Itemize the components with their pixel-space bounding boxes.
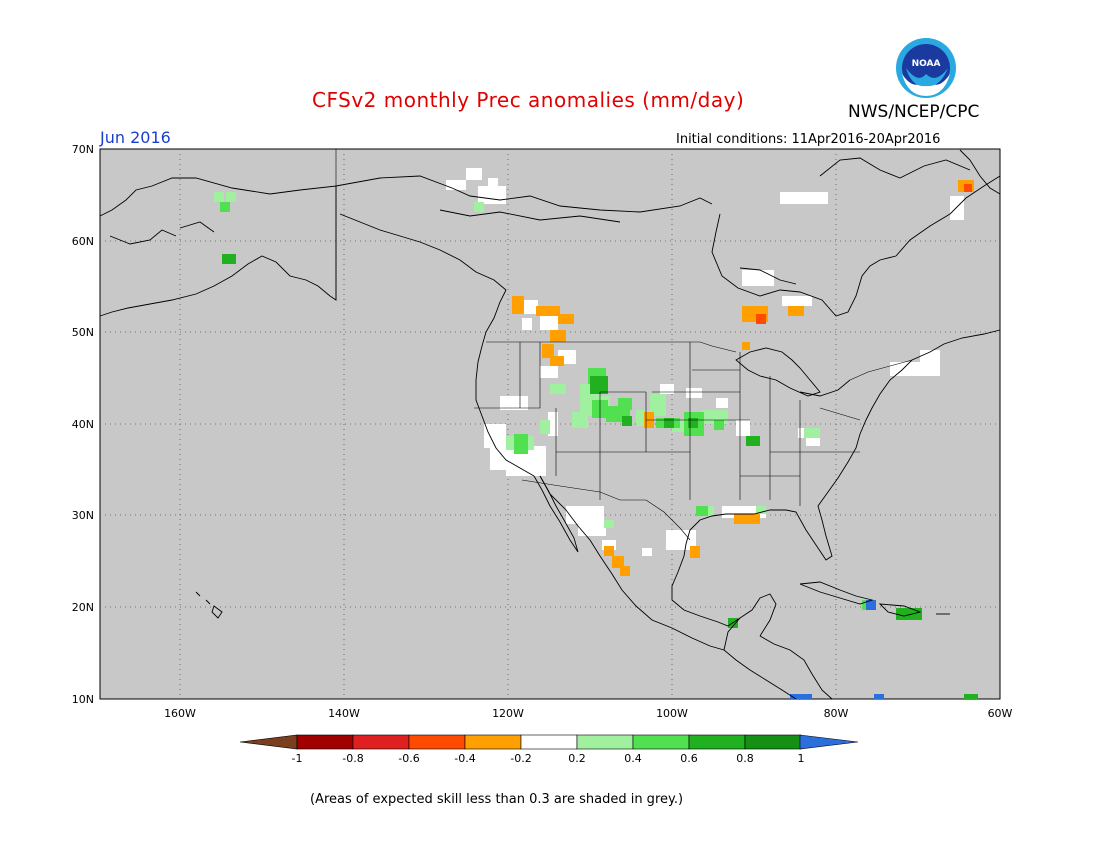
political-borders xyxy=(335,149,913,541)
map-title: CFSv2 monthly Prec anomalies (mm/day) xyxy=(312,88,745,112)
colorbar-tick-label: 1 xyxy=(798,752,805,765)
colorbar-low-extend xyxy=(239,734,298,750)
initial-conditions: Initial conditions: 11Apr2016-20Apr2016 xyxy=(676,132,941,147)
colorbar-bin xyxy=(576,734,634,750)
valid-month: Jun 2016 xyxy=(100,128,171,147)
colorbar-bins xyxy=(296,734,802,750)
colorbar-tick-label: 0.8 xyxy=(736,752,754,765)
lon-label: 120W xyxy=(492,707,524,720)
colorbar-high-extend xyxy=(799,734,859,750)
colorbar-bin xyxy=(464,734,522,750)
colorbar-bin xyxy=(352,734,410,750)
longitude-labels: 160W 140W 120W 100W 80W 60W xyxy=(164,707,1012,720)
lat-label: 30N xyxy=(72,509,94,522)
lat-label: 50N xyxy=(72,326,94,339)
skill-footnote: (Areas of expected skill less than 0.3 a… xyxy=(310,792,684,807)
colorbar-bin xyxy=(408,734,466,750)
anomaly-cells xyxy=(214,168,978,699)
colorbar-tick-label: -1 xyxy=(292,752,303,765)
colorbar-bin xyxy=(744,734,802,750)
lon-label: 160W xyxy=(164,707,196,720)
colorbar-tick-label: -0.8 xyxy=(342,752,363,765)
agency-label: NWS/NCEP/CPC xyxy=(848,102,980,122)
lat-label: 20N xyxy=(72,601,94,614)
logo-text: NOAA xyxy=(912,59,941,69)
colorbar-bin xyxy=(688,734,746,750)
colorbar-bin xyxy=(296,734,354,750)
lat-label: 70N xyxy=(72,143,94,156)
colorbar: -1 -0.8 -0.6 -0.4 -0.2 0.2 0.4 0.6 0.8 1 xyxy=(239,734,859,765)
lon-label: 60W xyxy=(988,707,1013,720)
lat-label: 40N xyxy=(72,418,94,431)
lon-label: 100W xyxy=(656,707,688,720)
colorbar-ticks: -1 -0.8 -0.6 -0.4 -0.2 0.2 0.4 0.6 0.8 1 xyxy=(292,752,805,765)
lon-label: 140W xyxy=(328,707,360,720)
colorbar-tick-label: 0.2 xyxy=(568,752,586,765)
colorbar-bin xyxy=(632,734,690,750)
coastlines xyxy=(99,149,1001,700)
colorbar-tick-label: 0.6 xyxy=(680,752,698,765)
lon-label: 80W xyxy=(824,707,849,720)
noaa-logo: NOAA xyxy=(896,38,956,98)
colorbar-bin xyxy=(520,734,578,750)
latitude-labels: 70N 60N 50N 40N 30N 20N 10N xyxy=(72,143,94,706)
lat-label: 10N xyxy=(72,693,94,706)
colorbar-tick-label: -0.4 xyxy=(454,752,475,765)
lat-label: 60N xyxy=(72,235,94,248)
colorbar-tick-label: -0.2 xyxy=(510,752,531,765)
colorbar-tick-label: 0.4 xyxy=(624,752,642,765)
colorbar-tick-label: -0.6 xyxy=(398,752,419,765)
